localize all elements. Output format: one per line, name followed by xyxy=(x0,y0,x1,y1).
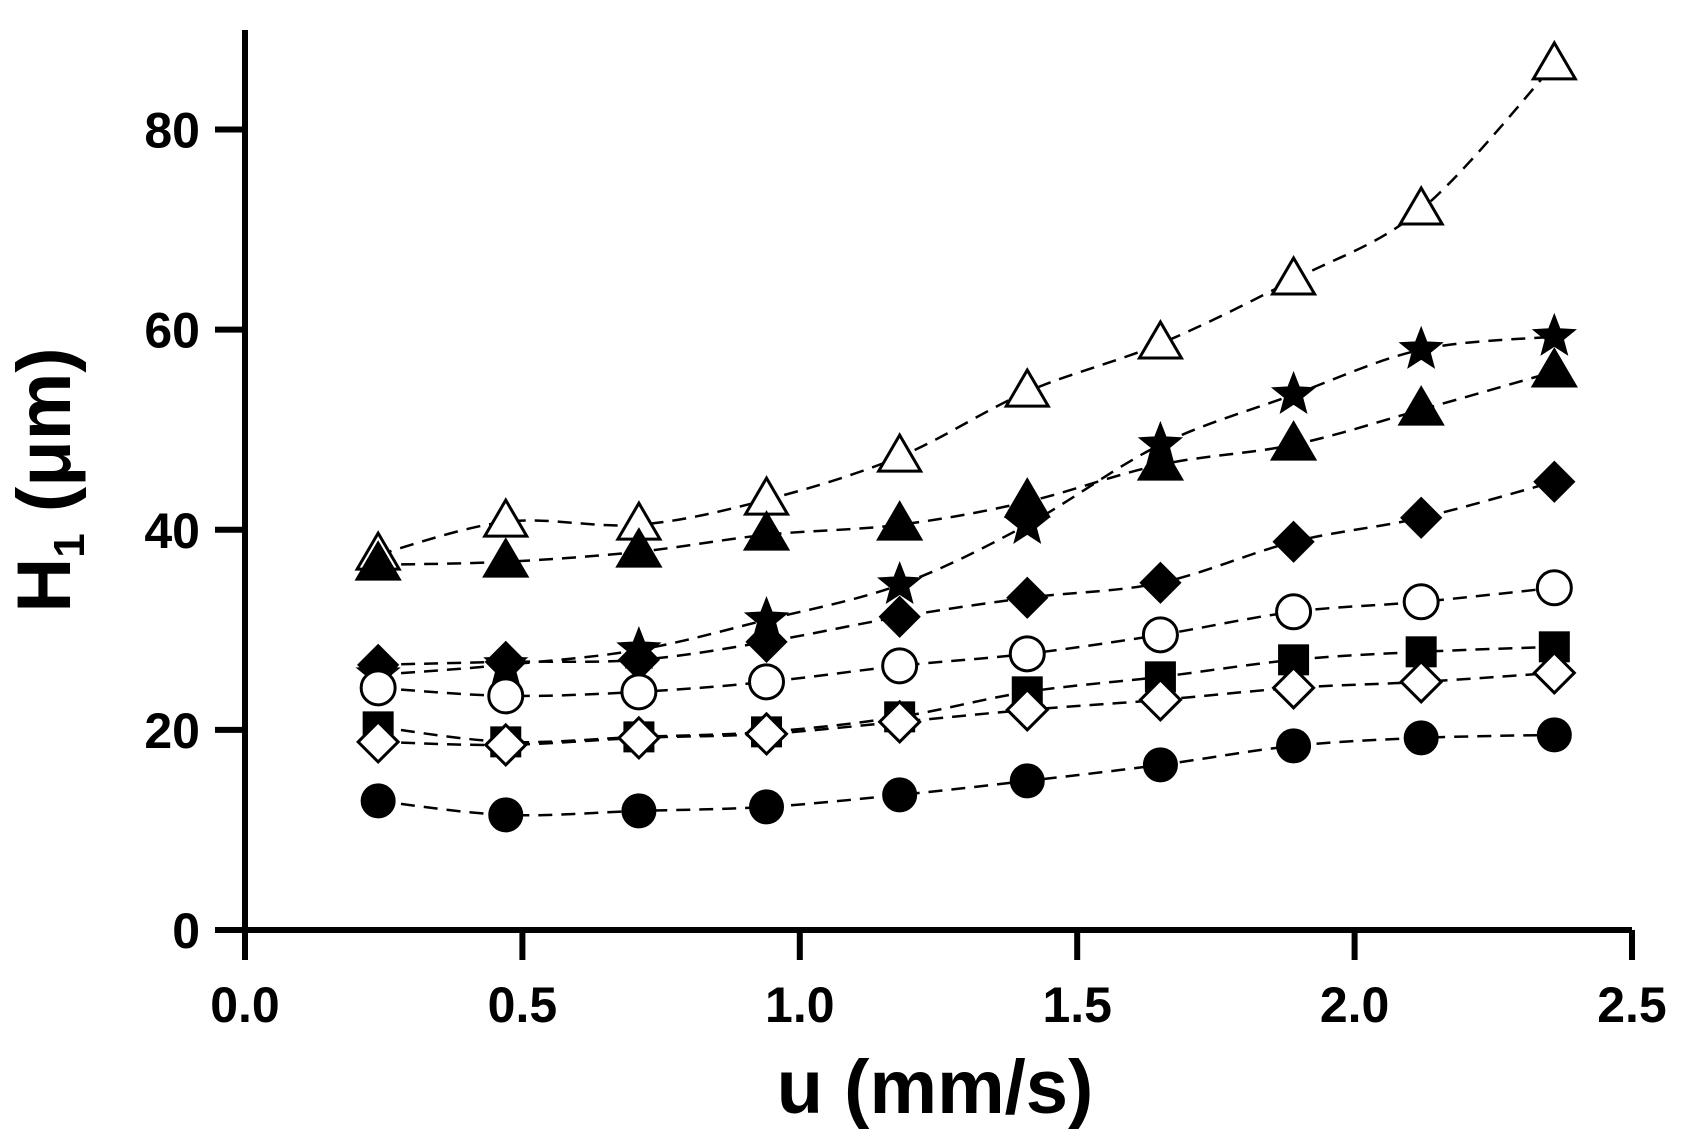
axes: 0.0 0.5 1.0 1.5 2.0 2.5 0 20 40 60 80 xyxy=(144,30,1667,1033)
data-point xyxy=(1003,367,1051,408)
series-curve-3 xyxy=(378,480,1555,667)
data-point xyxy=(1535,569,1573,607)
data-point xyxy=(1004,500,1050,544)
x-tick-label: 0.5 xyxy=(488,977,558,1033)
data-point xyxy=(742,510,791,551)
data-point xyxy=(1142,747,1178,783)
series-5-markers xyxy=(362,631,1570,758)
series-3-markers xyxy=(357,460,1576,686)
series-curve-6 xyxy=(378,671,1555,747)
data-point xyxy=(356,719,401,765)
series-curve-2 xyxy=(378,370,1555,567)
x-tick-label: 0.0 xyxy=(210,977,280,1033)
data-point xyxy=(748,663,786,701)
data-point xyxy=(1398,325,1444,369)
data-point xyxy=(1138,677,1183,722)
series-4-markers xyxy=(359,569,1573,715)
series-6-markers xyxy=(356,650,1577,768)
data-point xyxy=(878,595,921,638)
series-curve-4 xyxy=(378,586,1555,698)
x-tick-label: 2.0 xyxy=(1320,977,1390,1033)
data-point xyxy=(877,699,922,744)
data-point xyxy=(482,537,530,578)
data-point xyxy=(1397,184,1445,226)
data-point xyxy=(1402,583,1440,621)
data-point xyxy=(1272,520,1315,563)
series-curve-7 xyxy=(378,733,1555,817)
y-tick-label: 40 xyxy=(144,503,200,559)
y-tick-label: 80 xyxy=(144,103,200,159)
y-axis-title-subscript: 1 xyxy=(45,533,94,557)
data-point xyxy=(354,540,402,581)
data-point xyxy=(881,647,919,685)
data-point xyxy=(488,797,524,833)
data-point xyxy=(359,669,397,707)
data-point xyxy=(1006,576,1049,619)
series-curve-0 xyxy=(377,63,1556,556)
y-tick-label: 20 xyxy=(144,703,200,759)
data-point xyxy=(615,527,663,568)
series-curve-5 xyxy=(378,645,1555,744)
data-point xyxy=(1269,255,1318,296)
data-point xyxy=(1009,763,1045,799)
data-point xyxy=(1139,561,1182,604)
data-point xyxy=(1003,477,1051,518)
data-point xyxy=(484,640,527,683)
data-point xyxy=(1399,659,1444,704)
data-point xyxy=(1400,496,1443,539)
data-point xyxy=(876,432,924,473)
data-point xyxy=(360,783,396,819)
series-curves xyxy=(377,63,1556,817)
data-point xyxy=(749,789,785,825)
data-point xyxy=(1533,460,1576,503)
x-tick-label: 1.0 xyxy=(765,977,835,1033)
data-point xyxy=(1397,385,1445,426)
data-point xyxy=(1269,420,1318,461)
data-point xyxy=(1270,370,1317,414)
series-2-markers xyxy=(354,347,1578,581)
data-point xyxy=(742,475,791,516)
data-point xyxy=(876,500,924,541)
data-point xyxy=(1136,440,1185,481)
data-point xyxy=(877,561,923,605)
data-point xyxy=(1530,347,1578,388)
axis-labels: u (mm/s) H1 (μm) xyxy=(2,347,1093,1130)
y-axis-title-main: H xyxy=(2,558,87,613)
series-1-markers xyxy=(355,312,1577,695)
data-point xyxy=(745,620,788,663)
data-point xyxy=(1141,616,1179,654)
series-0-markers xyxy=(354,39,1578,571)
y-tick-label: 60 xyxy=(144,303,200,359)
data-point xyxy=(1403,720,1439,756)
data-point xyxy=(1275,593,1313,631)
series-markers xyxy=(354,39,1578,833)
data-point xyxy=(620,673,658,711)
data-point xyxy=(1530,39,1578,81)
y-tick-label: 0 xyxy=(172,903,200,959)
data-point xyxy=(616,715,662,761)
data-point xyxy=(621,793,657,829)
data-point xyxy=(882,777,918,813)
series-curve-1 xyxy=(378,335,1555,677)
y-axis-title-unit: (μm) xyxy=(2,347,87,533)
x-tick-label: 2.5 xyxy=(1597,977,1667,1033)
data-point xyxy=(482,497,530,538)
data-point xyxy=(1276,728,1312,764)
data-point xyxy=(1008,635,1046,673)
x-tick-label: 1.5 xyxy=(1042,977,1112,1033)
data-point xyxy=(487,677,525,715)
data-point xyxy=(1136,319,1185,360)
data-point xyxy=(1005,687,1050,732)
y-axis-title: H1 (μm) xyxy=(2,347,94,612)
data-point xyxy=(1271,665,1316,710)
data-point xyxy=(1536,717,1572,753)
data-point xyxy=(744,711,789,756)
data-point xyxy=(483,722,528,768)
series-7-markers xyxy=(360,717,1572,833)
data-point xyxy=(1532,650,1577,695)
x-axis-title: u (mm/s) xyxy=(777,1045,1094,1130)
data-point xyxy=(1531,312,1577,356)
